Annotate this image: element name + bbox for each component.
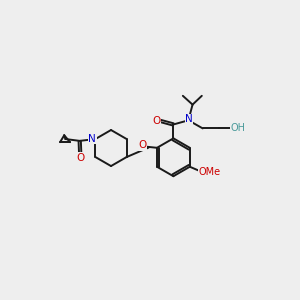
Text: O: O [138,140,146,150]
Text: N: N [185,114,193,124]
Text: OH: OH [231,123,246,133]
Text: OMe: OMe [198,167,220,177]
Text: O: O [152,116,160,125]
Text: N: N [88,134,96,144]
Text: O: O [76,152,84,163]
